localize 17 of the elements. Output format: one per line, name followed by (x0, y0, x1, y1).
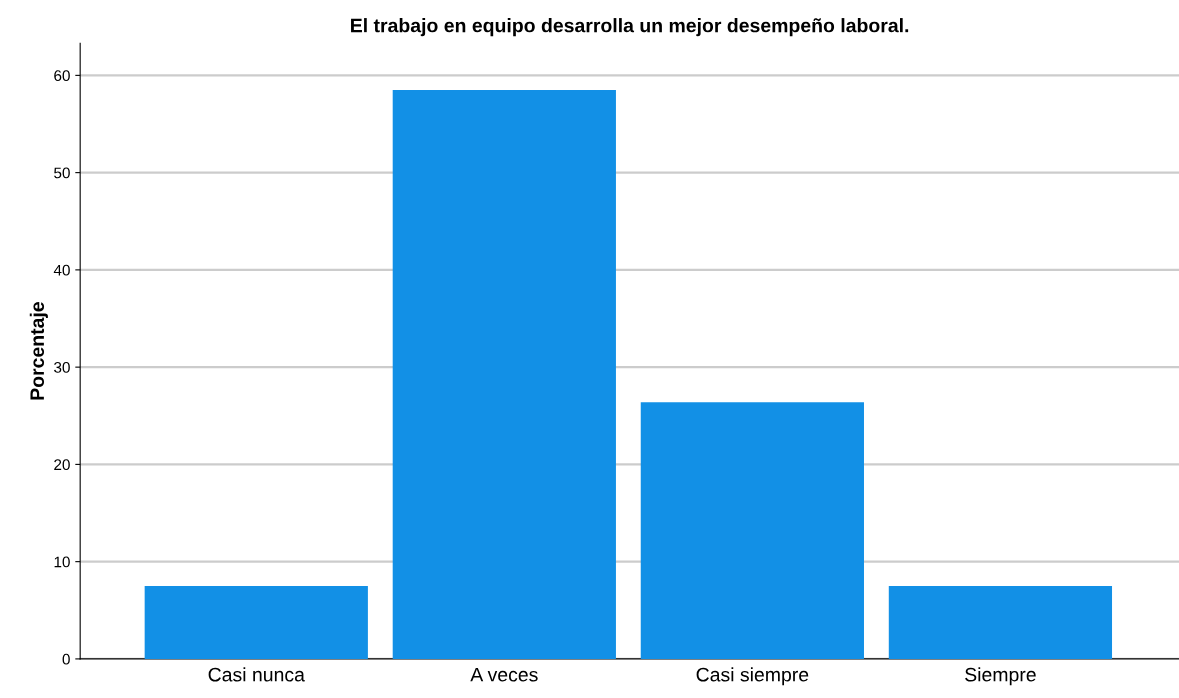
y-tick-label: 10 (54, 556, 70, 568)
x-tick-label: Casi nunca (208, 667, 305, 682)
y-tick-label: 20 (54, 459, 70, 471)
bar (888, 585, 1113, 659)
chart-title: El trabajo en equipo desarrolla un mejor desempeño laboral. (351, 18, 909, 37)
bar (392, 89, 616, 659)
bar (640, 402, 864, 659)
bar (144, 585, 368, 659)
y-tick-label: 50 (54, 167, 70, 179)
y-tick-label: 60 (54, 70, 70, 82)
y-tick-label: 30 (54, 362, 70, 373)
x-tick-label: Casi siempre (696, 667, 809, 686)
y-axis-title: Porcentaje (29, 302, 48, 400)
y-tick-label: 40 (53, 264, 70, 276)
x-tick-label: A veces (470, 667, 538, 682)
y-tick-label: 0 (62, 653, 70, 665)
x-tick-label: Siempre (965, 667, 1036, 686)
